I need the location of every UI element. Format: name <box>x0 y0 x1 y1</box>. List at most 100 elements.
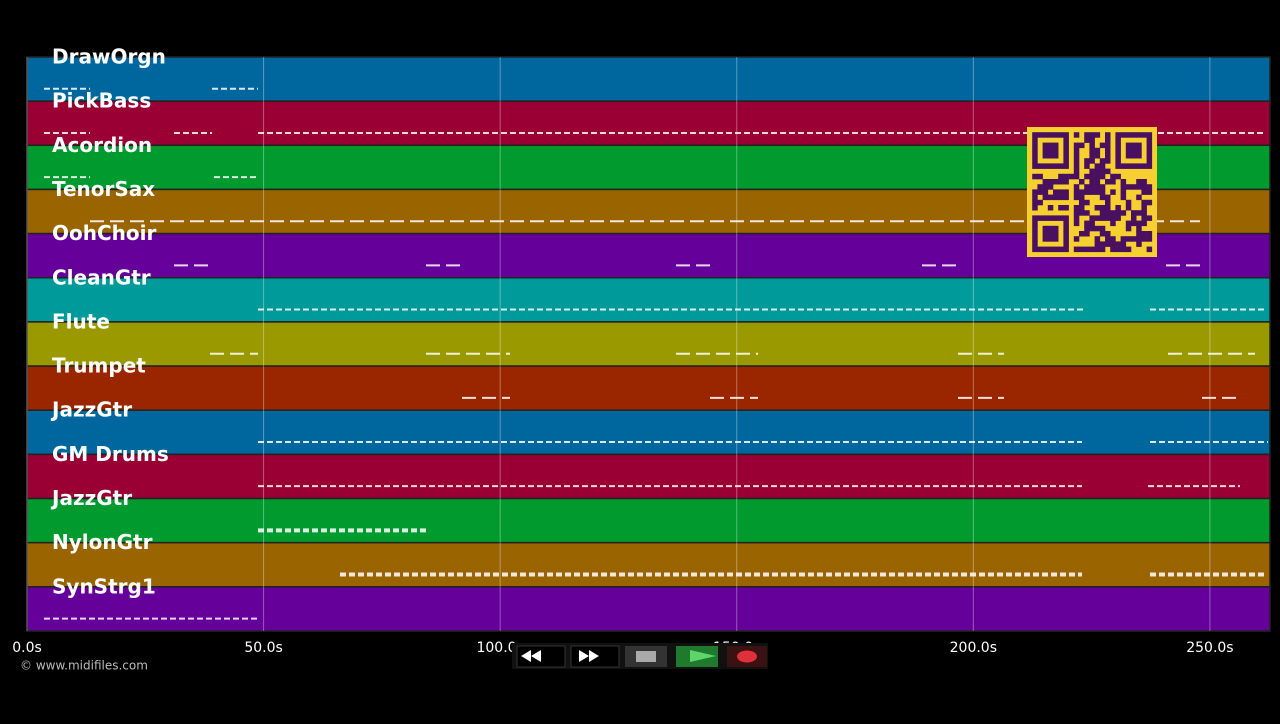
qr-module <box>1042 179 1049 185</box>
qr-module <box>1042 236 1049 242</box>
qr-module <box>1105 179 1111 185</box>
qr-module <box>1125 246 1132 253</box>
qr-module <box>1089 158 1095 164</box>
qr-module <box>1032 163 1038 169</box>
qr-module <box>1105 236 1111 242</box>
qr-module <box>1047 147 1054 154</box>
qr-module <box>1079 231 1085 237</box>
qr-module <box>1063 179 1069 185</box>
qr-module <box>1084 210 1090 216</box>
qr-module <box>1099 163 1106 169</box>
qr-module <box>1105 194 1111 201</box>
qr-module <box>1105 199 1111 206</box>
qr-module <box>1037 163 1043 169</box>
qr-module <box>1032 220 1038 227</box>
qr-module <box>1110 210 1116 216</box>
qr-module <box>1105 210 1111 216</box>
track-band <box>26 277 1271 323</box>
qr-module <box>1047 225 1054 232</box>
qr-module <box>1120 194 1127 201</box>
qr-module <box>1047 179 1054 185</box>
qr-module <box>1073 147 1080 154</box>
qr-module <box>1084 163 1090 169</box>
qr-module <box>1125 225 1132 232</box>
qr-module <box>1115 153 1121 159</box>
qr-module <box>1089 147 1095 154</box>
grid <box>26 57 1211 631</box>
qr-module <box>1032 189 1038 195</box>
qr-module <box>1146 189 1153 195</box>
qr-module <box>1105 137 1111 143</box>
qr-module <box>1042 194 1049 201</box>
qr-module <box>1120 189 1127 195</box>
qr-module <box>1079 205 1085 211</box>
qr-module <box>1115 173 1121 180</box>
qr-module <box>1094 173 1101 180</box>
qr-module <box>1125 132 1132 138</box>
qr-module <box>1063 147 1069 154</box>
qr-module <box>1063 189 1069 195</box>
qr-module <box>1146 184 1153 190</box>
qr-module <box>1063 225 1069 232</box>
x-tick-label: 50.0s <box>244 640 282 656</box>
qr-module <box>1094 246 1101 253</box>
qr-module <box>1136 132 1142 138</box>
qr-module <box>1105 215 1111 221</box>
qr-module <box>1053 231 1059 237</box>
qr-module <box>1084 173 1090 180</box>
qr-module <box>1079 210 1085 216</box>
qr-module <box>1063 236 1069 242</box>
qr-module <box>1042 153 1049 159</box>
qr-module <box>1146 142 1153 149</box>
play-button[interactable] <box>676 646 718 667</box>
qr-module <box>1136 231 1142 237</box>
qr-module <box>1131 132 1137 138</box>
track-name: TenorSax <box>52 177 155 201</box>
qr-module <box>1099 205 1106 211</box>
qr-module <box>1073 163 1080 169</box>
qr-module <box>1063 173 1069 180</box>
qr-module <box>1099 241 1106 247</box>
qr-module <box>1099 246 1106 253</box>
qr-module <box>1053 236 1059 242</box>
qr-module <box>1053 142 1059 149</box>
qr-module <box>1084 220 1090 227</box>
qr-module <box>1099 225 1106 232</box>
qr-module <box>1047 205 1054 211</box>
qr-module <box>1099 173 1106 180</box>
qr-module <box>1115 205 1121 211</box>
qr-module <box>1125 147 1132 154</box>
qr-module <box>1136 142 1142 149</box>
qr-module <box>1089 137 1095 143</box>
qr-module <box>1073 194 1080 201</box>
qr-module <box>1032 142 1038 149</box>
qr-module <box>1042 225 1049 232</box>
track-band <box>26 453 1271 500</box>
stop-button[interactable] <box>625 646 667 667</box>
qr-module <box>1032 132 1038 138</box>
qr-module <box>1125 153 1132 159</box>
qr-module <box>1042 184 1049 190</box>
qr-module <box>1053 246 1059 253</box>
qr-module <box>1032 246 1038 253</box>
qr-module <box>1053 163 1059 169</box>
qr-module <box>1063 246 1069 253</box>
forward-button[interactable] <box>570 645 620 668</box>
record-button[interactable] <box>727 646 767 667</box>
track-band <box>26 409 1271 456</box>
qr-module <box>1120 246 1127 253</box>
qr-module <box>1136 153 1142 159</box>
qr-module <box>1146 231 1153 237</box>
qr-module <box>1073 153 1080 159</box>
qr-module <box>1094 184 1101 190</box>
qr-module <box>1094 132 1101 138</box>
qr-module <box>1110 241 1116 247</box>
qr-module <box>1094 205 1101 211</box>
qr-module <box>1099 231 1106 237</box>
qr-module <box>1146 132 1153 138</box>
rewind-button[interactable] <box>516 645 566 668</box>
qr-module <box>1042 147 1049 154</box>
qr-module <box>1141 236 1147 242</box>
